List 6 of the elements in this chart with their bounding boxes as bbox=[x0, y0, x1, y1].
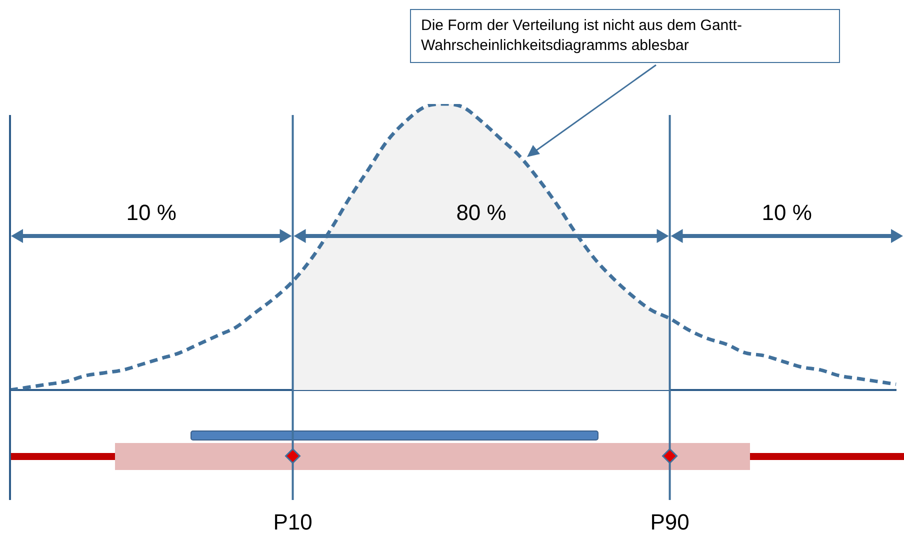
annotation: 80 % bbox=[455, 200, 508, 226]
x-tick-label: P90 bbox=[650, 509, 690, 534]
text: Die Form der Verteilung ist nicht aus dem Gantt-Wahrscheinlichkeitsdiagramms ablesbar bbox=[410, 9, 840, 63]
annotation: 10 % bbox=[760, 200, 813, 226]
x-tick-label: P10 bbox=[273, 509, 312, 534]
annotation: 10 % bbox=[125, 200, 178, 226]
